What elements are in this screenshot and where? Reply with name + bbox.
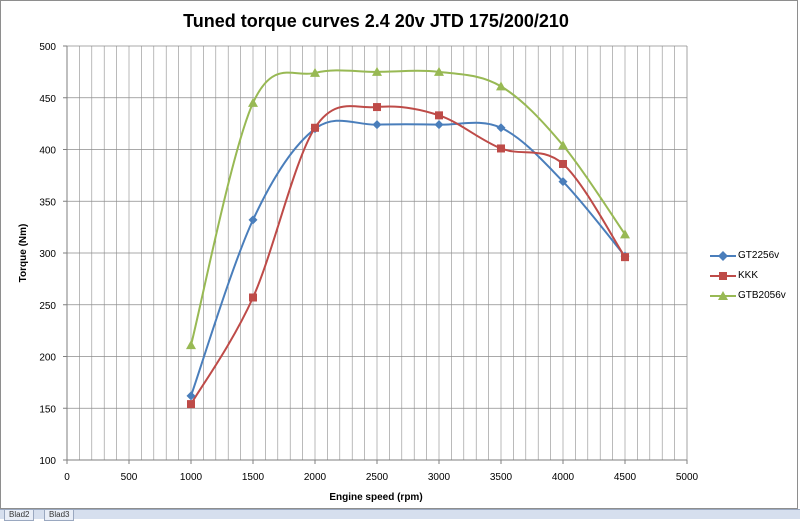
series-line-gt2256v: [190, 119, 626, 397]
x-tick-label: 1000: [180, 472, 203, 483]
data-point-gt2256v: [186, 391, 196, 401]
data-point-gt2256v: [496, 123, 506, 133]
data-point-gt2256v: [434, 120, 444, 130]
x-axis-title: Engine speed (rpm): [329, 492, 422, 503]
data-point-gt2256v: [372, 120, 382, 130]
axes: [63, 45, 688, 464]
data-point-gtb2056v: [372, 66, 382, 76]
y-tick-label: 400: [39, 146, 56, 157]
x-tick-label: 4500: [614, 472, 637, 483]
series-line-kkk: [190, 105, 626, 405]
x-tick-label: 500: [121, 472, 138, 483]
legend-item-kkk: KKK: [704, 266, 794, 286]
x-tick-label: 2000: [304, 472, 327, 483]
y-tick-label: 250: [39, 301, 56, 312]
y-tick-label: 100: [39, 456, 56, 467]
legend-item-gt2256v: GT2256v: [704, 246, 794, 266]
data-point-gt2256v: [248, 215, 258, 225]
legend-label: KKK: [738, 270, 759, 281]
data-point-gtb2056v: [620, 229, 630, 239]
data-point-kkk: [373, 103, 381, 112]
data-point-gtb2056v: [558, 140, 568, 150]
y-tick-label: 350: [39, 197, 56, 208]
sheet-tab-bar: Blad2 Blad3: [0, 509, 800, 521]
data-point-gt2256v: [558, 177, 568, 187]
series-line-gtb2056v: [190, 69, 626, 346]
data-point-gtb2056v: [434, 66, 444, 76]
legend-marker-triangle-icon: [710, 291, 736, 300]
x-tick-label: 0: [64, 472, 70, 483]
x-tick-label: 3000: [428, 472, 451, 483]
legend-marker-square-icon: [710, 272, 736, 280]
y-tick-label: 450: [39, 94, 56, 105]
data-point-kkk: [621, 253, 629, 262]
tick-labels: 0 500 1000 1500 2000 2500 3000 3500 4000 4500 5000…: [39, 42, 698, 483]
y-tick-label: 200: [39, 353, 56, 364]
y-tick-label: 300: [39, 249, 56, 260]
data-point-gtb2056v: [496, 81, 506, 91]
x-tick-label: 5000: [676, 472, 699, 483]
legend-item-gtb2056v: GTB2056v: [704, 286, 794, 306]
y-tick-label: 500: [39, 42, 56, 53]
gridlines: [67, 45, 687, 460]
legend-label: GTB2056v: [738, 290, 786, 301]
data-point-gtb2056v: [248, 97, 258, 107]
y-tick-label: 150: [39, 404, 56, 415]
data-point-kkk: [187, 400, 195, 409]
x-tick-label: 3500: [490, 472, 513, 483]
chart-area[interactable]: [0, 0, 798, 509]
data-point-kkk: [497, 144, 505, 153]
legend: GT2256v KKK GTB2056v: [704, 246, 794, 306]
x-tick-label: 2500: [366, 472, 389, 483]
data-point-kkk: [559, 159, 567, 168]
sheet-tab[interactable]: Blad3: [44, 510, 75, 521]
sheet-tab[interactable]: Blad2: [4, 510, 35, 521]
data-point-gtb2056v: [186, 340, 196, 350]
series-lines: [190, 69, 626, 405]
y-axis-title: Torque (Nm): [18, 224, 29, 283]
x-tick-label: 1500: [242, 472, 265, 483]
chart-title: Tuned torque curves 2.4 20v JTD 175/200/…: [183, 11, 569, 31]
legend-marker-diamond-icon: [710, 251, 736, 261]
data-point-gtb2056v: [310, 67, 320, 77]
data-point-kkk: [249, 293, 257, 302]
data-point-kkk: [311, 123, 319, 132]
legend-label: GT2256v: [738, 250, 780, 261]
series-markers: [186, 66, 630, 409]
data-point-kkk: [435, 111, 443, 120]
x-tick-label: 4000: [552, 472, 575, 483]
